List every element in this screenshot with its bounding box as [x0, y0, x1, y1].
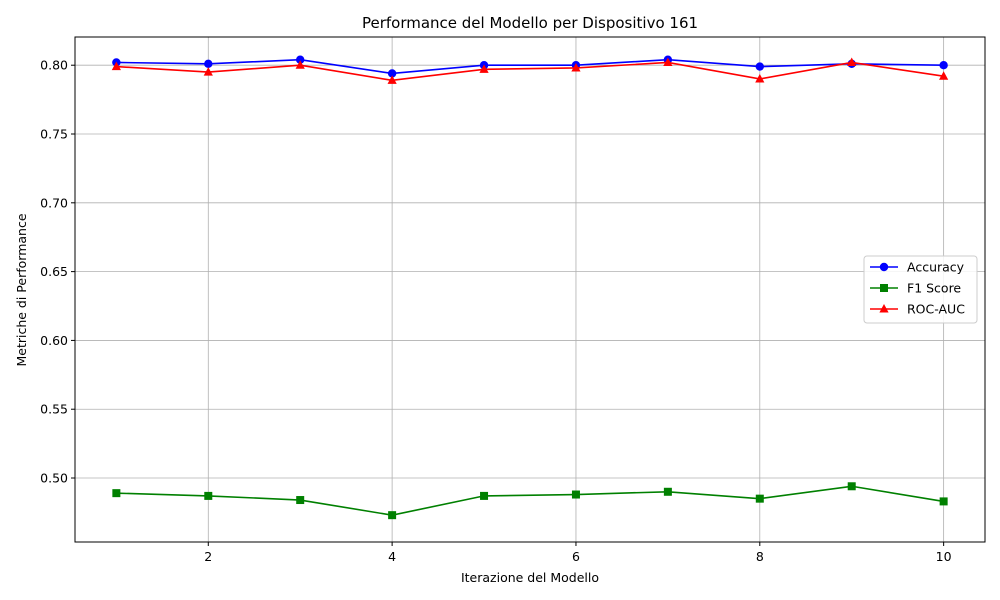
data-point-roc-auc — [203, 67, 213, 76]
plot-frame — [74, 36, 986, 543]
y-tick-label: 0.50 — [40, 471, 68, 486]
x-tick-label: 6 — [572, 549, 580, 564]
legend: Accuracy F1 Score ROC-AUC — [863, 255, 978, 324]
data-point-f1-score — [388, 511, 397, 520]
series-line-accuracy — [116, 58, 944, 75]
data-point-roc-auc — [663, 57, 673, 66]
data-point-f1-score — [480, 491, 489, 500]
data-point-f1-score — [663, 487, 672, 496]
data-point-roc-auc — [387, 75, 397, 84]
data-point-f1-score — [939, 497, 948, 506]
data-point-f1-score — [755, 494, 764, 503]
legend-label-f1-score: F1 Score — [907, 281, 961, 296]
x-tick-label: 8 — [756, 549, 764, 564]
series-f1-score — [112, 482, 948, 520]
legend-marker-accuracy — [879, 262, 889, 272]
y-tick-label: 0.75 — [40, 127, 68, 142]
data-point-accuracy — [204, 59, 213, 69]
series-line-roc-auc — [116, 61, 944, 82]
legend-box — [863, 255, 978, 324]
data-point-roc-auc — [939, 71, 949, 80]
y-tick-label: 0.65 — [40, 264, 68, 279]
data-point-f1-score — [112, 489, 121, 498]
legend-label-roc-auc: ROC-AUC — [907, 302, 965, 317]
legend-item-roc-auc: ROC-AUC — [870, 302, 965, 317]
legend-label-accuracy: Accuracy — [907, 260, 965, 275]
legend-marker-roc-auc — [879, 304, 889, 313]
series-line-f1-score — [116, 485, 944, 516]
x-tick-label: 10 — [936, 549, 952, 564]
legend-item-accuracy: Accuracy — [870, 260, 965, 275]
data-point-accuracy — [296, 55, 305, 64]
chart-title: Performance del Modello per Dispositivo … — [362, 14, 698, 32]
data-point-roc-auc — [479, 64, 489, 73]
legend-item-f1-score: F1 Score — [870, 281, 961, 296]
data-point-accuracy — [755, 62, 764, 71]
series-roc-auc — [111, 57, 949, 84]
y-axis-label: Metriche di Performance — [14, 213, 29, 366]
y-tick-label: 0.55 — [40, 402, 68, 417]
data-point-f1-score — [571, 490, 580, 499]
data-point-roc-auc — [111, 61, 121, 71]
data-point-f1-score — [847, 482, 856, 491]
data-point-f1-score — [296, 496, 305, 505]
x-axis-label: Iterazione del Modello — [461, 570, 599, 585]
y-tick-label: 0.80 — [40, 58, 68, 73]
data-point-accuracy — [387, 69, 397, 78]
data-point-roc-auc — [295, 60, 305, 69]
data-point-roc-auc — [571, 62, 581, 72]
series-layer — [111, 55, 949, 520]
x-tick-label: 4 — [388, 549, 396, 564]
y-tick-label: 0.70 — [40, 195, 68, 210]
data-point-accuracy — [939, 61, 948, 70]
axis-layer: 2 4 6 8 10 0.50 0.55 0.60 0.65 0.70 0.75 0.80 — [40, 58, 951, 564]
x-tick-label: 2 — [204, 549, 212, 564]
legend-marker-f1-score — [880, 284, 888, 292]
y-tick-label: 0.60 — [40, 333, 68, 348]
data-point-f1-score — [204, 491, 213, 500]
data-point-roc-auc — [847, 57, 857, 66]
data-point-roc-auc — [755, 73, 765, 83]
